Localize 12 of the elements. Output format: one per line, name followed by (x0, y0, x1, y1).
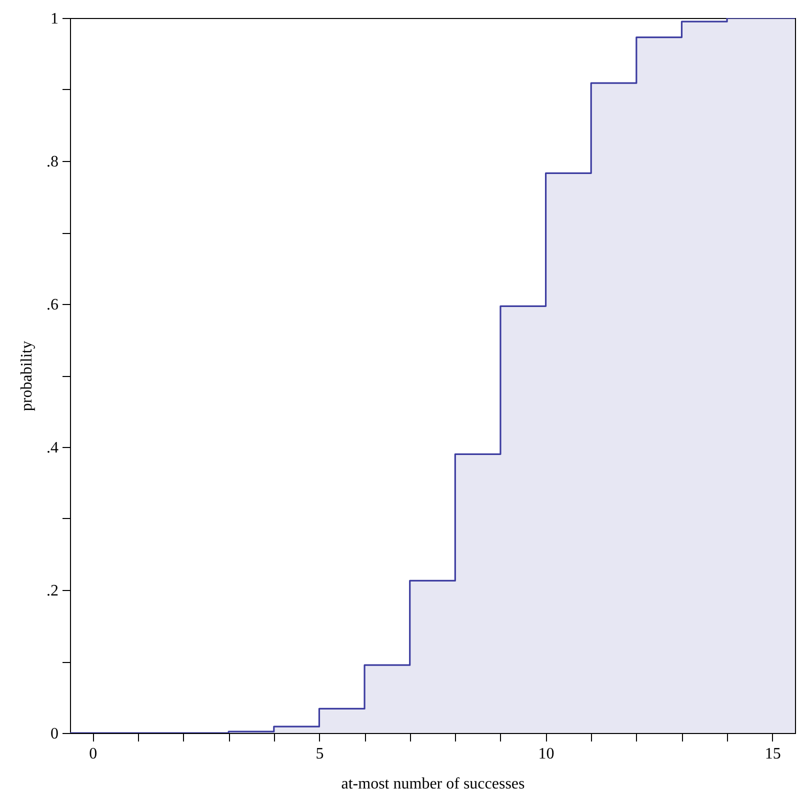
x-axis-title: at-most number of successes (341, 776, 525, 792)
y-tick-label: .6 (46, 296, 58, 314)
y-axis-title: probability (18, 340, 36, 412)
y-tick-label: 0 (50, 726, 58, 742)
x-tick-label: 15 (764, 746, 781, 762)
x-tick-label: 10 (538, 746, 554, 762)
x-tick-label: 0 (89, 746, 98, 762)
y-tick-label: .2 (46, 582, 58, 600)
y-tick-label: 1 (50, 10, 58, 28)
y-tick-label: .8 (46, 154, 58, 170)
x-tick-label: 5 (316, 746, 324, 762)
y-tick-label: .4 (46, 440, 58, 456)
